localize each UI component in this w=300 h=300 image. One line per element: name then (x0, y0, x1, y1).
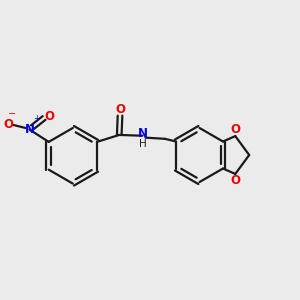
Text: −: − (8, 109, 16, 119)
Text: H: H (139, 139, 147, 149)
Text: +: + (33, 114, 40, 123)
Text: O: O (4, 118, 14, 130)
Text: O: O (230, 174, 240, 187)
Text: O: O (44, 110, 54, 123)
Text: N: N (24, 123, 34, 136)
Text: O: O (230, 123, 240, 136)
Text: N: N (138, 127, 148, 140)
Text: O: O (115, 103, 125, 116)
